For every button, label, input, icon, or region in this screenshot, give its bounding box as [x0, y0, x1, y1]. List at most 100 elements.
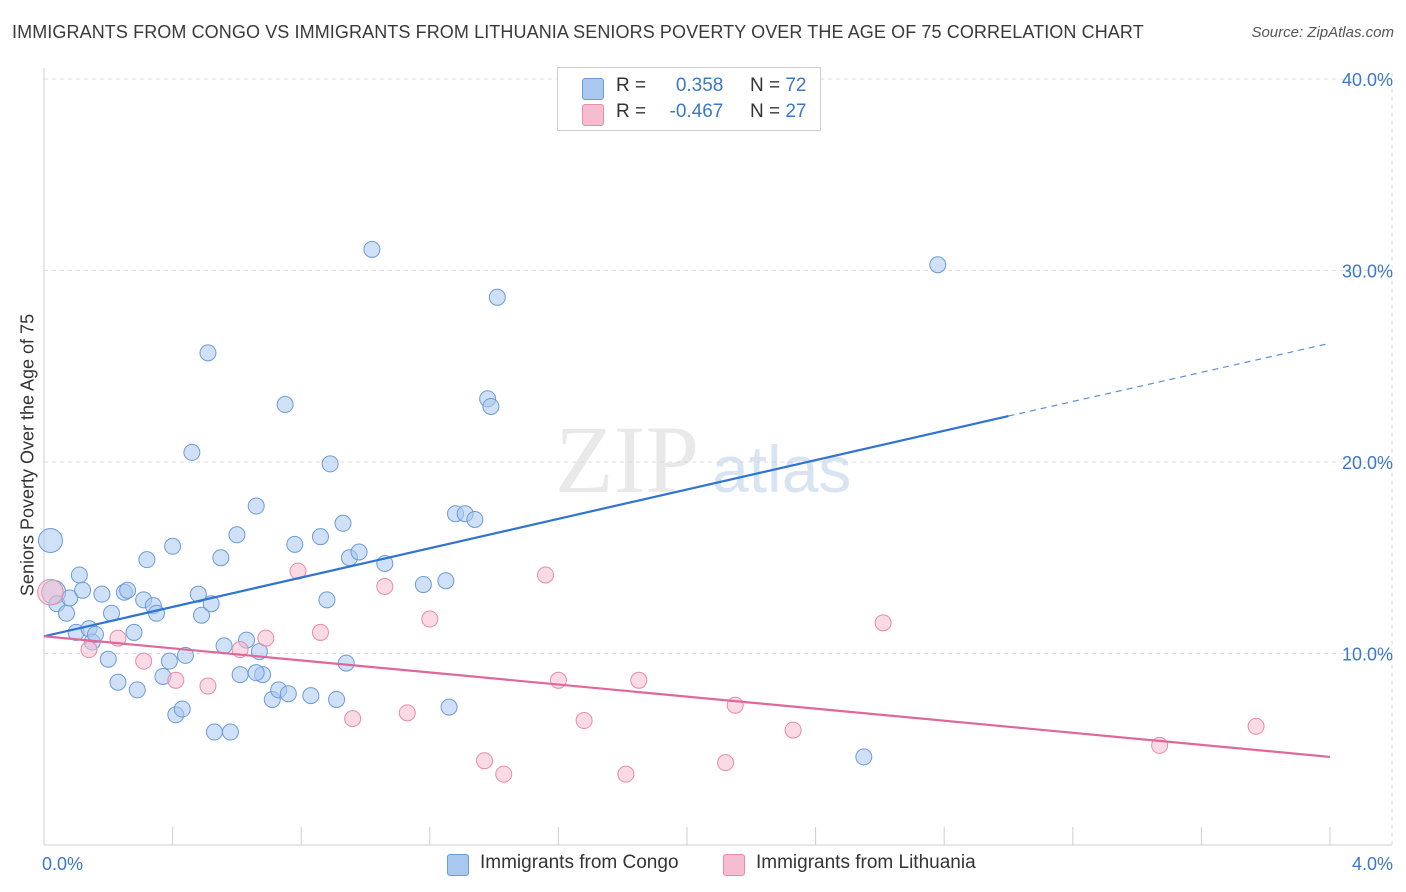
bottom-congo-swatch	[447, 854, 469, 876]
lithuania-point	[199, 677, 217, 695]
congo-point	[466, 510, 484, 528]
lithuania-point	[376, 577, 394, 595]
congo-point	[99, 650, 117, 668]
congo-point	[183, 443, 201, 461]
congo-point	[437, 572, 455, 590]
y-tick-label: 20.0%	[1342, 453, 1393, 473]
congo-point	[302, 687, 320, 705]
congo-point	[125, 623, 143, 641]
congo-point	[212, 549, 230, 567]
congo-point	[231, 666, 249, 684]
lithuania-n-value: 27	[785, 101, 807, 122]
bottom-legend-congo: Immigrants from Congo	[480, 852, 679, 873]
congo-point	[128, 681, 146, 699]
lithuania-point	[80, 641, 98, 659]
x-tick-label-end: 4.0%	[1352, 854, 1393, 874]
congo-n-value: 72	[785, 75, 807, 96]
lithuania-point	[398, 704, 416, 722]
congo-n-label: N =	[749, 75, 786, 96]
lithuania-point	[1247, 717, 1265, 735]
congo-point	[74, 581, 92, 599]
lithuania-point	[135, 652, 153, 670]
congo-point	[221, 723, 239, 741]
watermark: ZIP atlas	[555, 406, 851, 513]
lithuania-point	[784, 721, 802, 739]
congo-point	[414, 576, 432, 594]
congo-point	[109, 673, 127, 691]
congo-trendline-extension	[1008, 342, 1331, 417]
congo-point	[205, 723, 223, 741]
y-tick-label: 30.0%	[1342, 262, 1393, 282]
congo-point	[215, 637, 233, 655]
congo-point	[440, 698, 458, 716]
congo-point	[321, 455, 339, 473]
lithuania-point	[717, 754, 735, 772]
axes	[43, 68, 1392, 846]
congo-point	[311, 528, 329, 546]
lithuania-point	[630, 671, 648, 689]
lithuania-trendline	[43, 635, 1331, 759]
lithuania-point	[421, 610, 439, 628]
congo-point	[58, 604, 76, 622]
congo-r-value: 0.358	[675, 75, 724, 96]
lithuania-point	[575, 712, 593, 730]
congo-point	[363, 240, 381, 258]
congo-point	[328, 690, 346, 708]
congo-point	[488, 288, 506, 306]
congo-point	[318, 591, 336, 609]
congo-point	[37, 528, 63, 554]
lithuania-point	[495, 765, 513, 783]
congo-point	[70, 566, 88, 584]
congo-point	[855, 748, 873, 766]
bottom-legend-lithuania: Immigrants from Lithuania	[756, 852, 976, 873]
congo-point	[160, 652, 178, 670]
congo-point	[173, 700, 191, 718]
congo-point	[176, 646, 194, 664]
congo-point	[279, 685, 297, 703]
tick-labels: 10.0% 20.0% 30.0% 40.0% 0.0% 4.0%	[42, 70, 1393, 874]
lithuania-n-label: N =	[749, 101, 786, 122]
congo-point	[247, 664, 265, 682]
congo-point	[228, 526, 246, 544]
lithuania-point	[475, 752, 493, 770]
lithuania-point	[37, 578, 64, 606]
congo-point	[276, 396, 294, 414]
bottom-lithuania-swatch	[723, 854, 745, 876]
lithuania-point	[874, 614, 892, 632]
grid-lines	[44, 73, 1393, 845]
lithuania-point	[167, 671, 185, 689]
congo-point	[164, 537, 182, 555]
congo-legend-row: R = 0.358 N = 72	[616, 75, 806, 101]
y-tick-label: 40.0%	[1342, 70, 1393, 90]
congo-point	[482, 397, 500, 415]
lithuania-legend-row: R = -0.467 N = 27	[616, 101, 806, 127]
lithuania-r-value: -0.467	[669, 101, 724, 122]
lithuania-point	[617, 765, 635, 783]
congo-point	[929, 256, 947, 274]
congo-r-label: R =	[616, 75, 652, 96]
y-tick-label: 10.0%	[1342, 645, 1393, 665]
lithuania-point	[344, 710, 362, 728]
lithuania-point	[257, 629, 275, 647]
congo-trendline	[43, 414, 1009, 638]
chart-title: IMMIGRANTS FROM CONGO VS IMMIGRANTS FROM…	[12, 22, 1144, 42]
congo-point	[199, 344, 217, 362]
congo-point	[350, 543, 368, 561]
watermark-zip: ZIP	[555, 406, 699, 513]
y-axis-label: Seniors Poverty Over the Age of 75	[17, 313, 38, 597]
congo-point	[138, 551, 156, 569]
lithuania-r-label: R =	[616, 101, 652, 122]
lithuania-point	[311, 623, 329, 641]
congo-point	[93, 585, 111, 603]
correlation-legend: R = 0.358 N = 72 R = -0.467 N = 27	[557, 67, 821, 131]
congo-point	[247, 497, 265, 515]
congo-point	[148, 604, 166, 622]
trend-lines	[43, 342, 1331, 759]
lithuania-swatch	[582, 104, 604, 126]
x-tick-label-start: 0.0%	[42, 854, 83, 874]
congo-point	[119, 581, 137, 599]
congo-point	[86, 625, 104, 643]
watermark-atlas: atlas	[712, 432, 851, 506]
congo-point	[334, 514, 352, 532]
